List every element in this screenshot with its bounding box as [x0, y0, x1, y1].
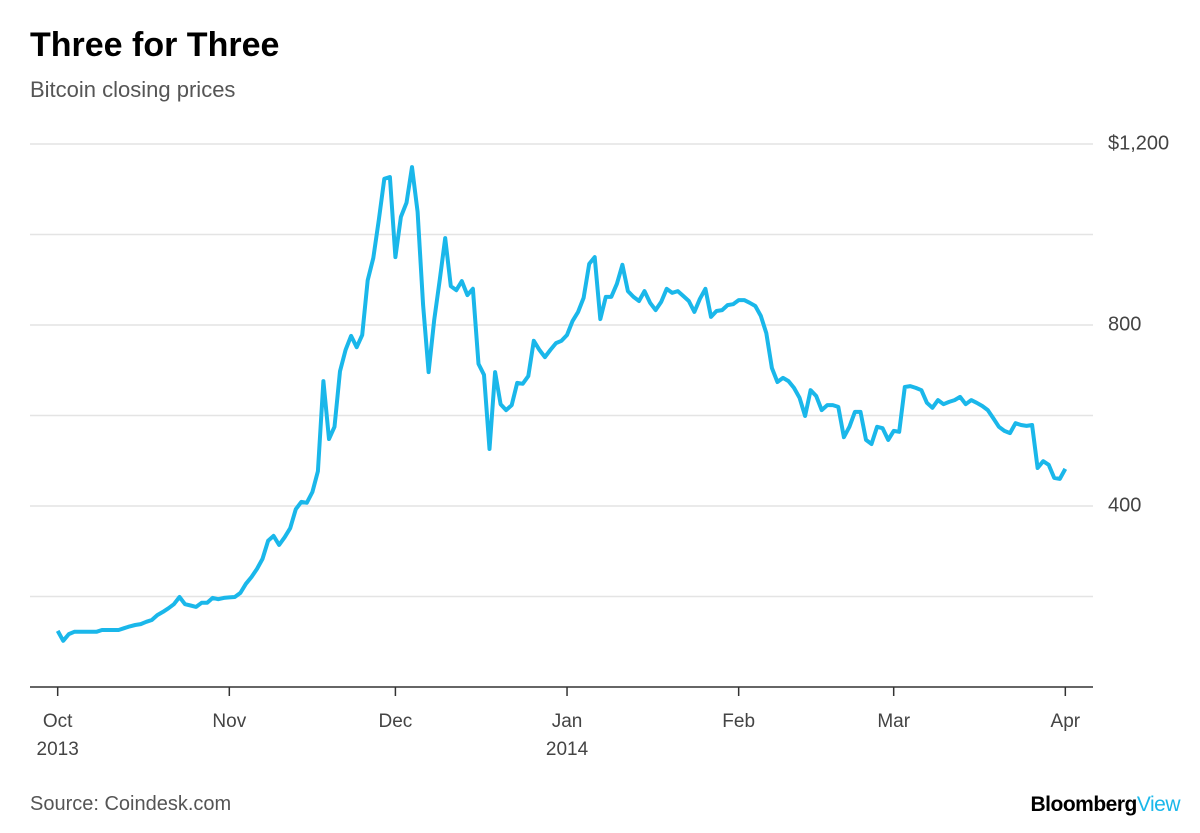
subtitle: Bitcoin closing prices [30, 77, 236, 102]
x-tick-label: Oct 2013 [36, 711, 79, 760]
y-tick-label: 800 [1108, 313, 1142, 336]
x-tick-label: Dec [378, 711, 413, 732]
brand-name: Bloomberg [1030, 793, 1138, 816]
branding: BloombergView [1030, 793, 1181, 817]
brand-product: View [1136, 793, 1181, 816]
y-tick-label: 400 [1108, 494, 1142, 517]
title: Three for Three [30, 26, 280, 64]
x-tick-label: Jan 2014 [545, 711, 589, 760]
x-tick-label: Apr [1050, 711, 1081, 732]
price-line [55, 165, 1068, 643]
x-tick-label: Feb [722, 711, 756, 732]
x-tick-label: Nov [212, 711, 247, 732]
source: Source: Coindesk.com [30, 793, 232, 815]
x-tick-label: Mar [877, 711, 911, 732]
y-tick-label: $1,200 [1108, 132, 1170, 155]
